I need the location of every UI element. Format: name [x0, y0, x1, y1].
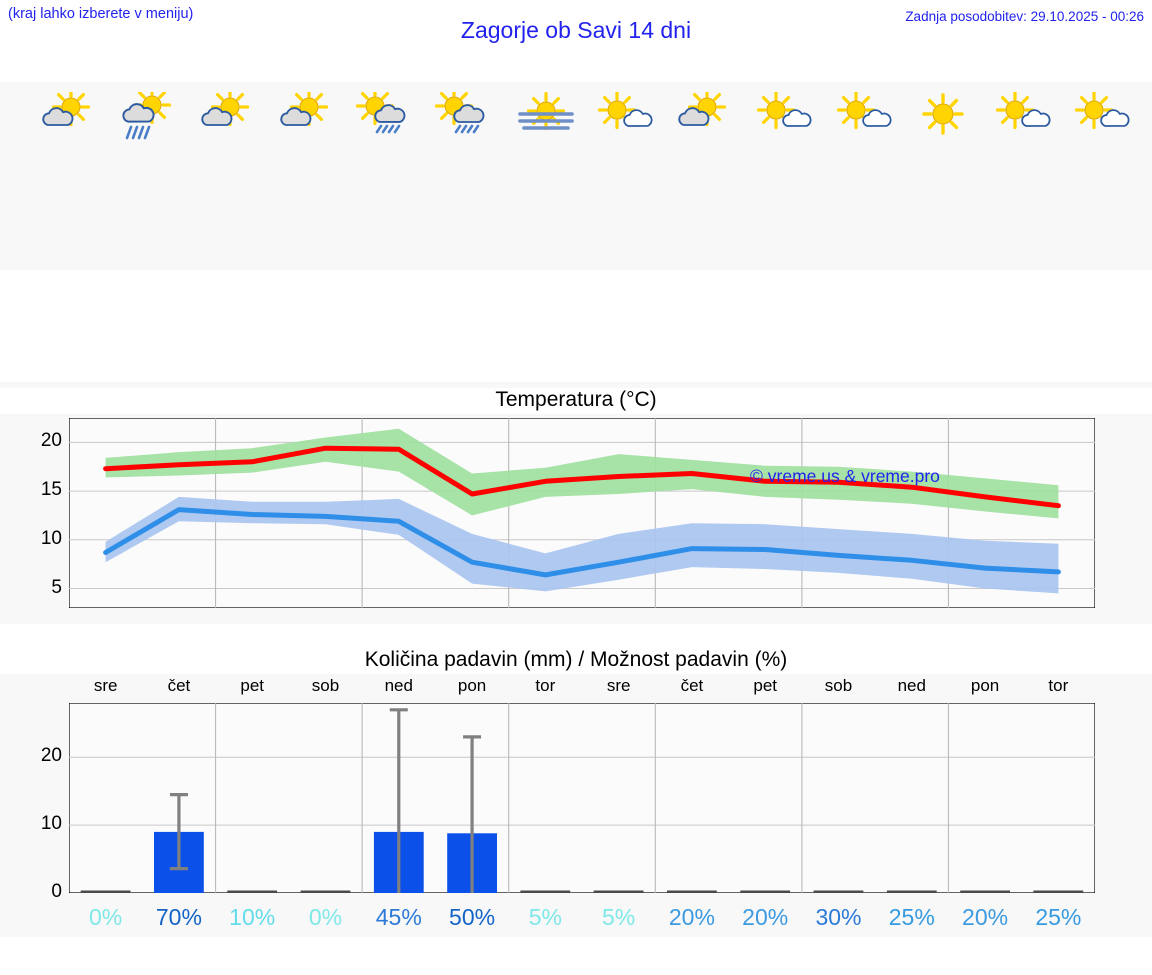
- precipitation-day-label: sre: [93, 676, 118, 695]
- day-column: [188, 82, 268, 270]
- partly-cloudy-icon: [669, 92, 741, 140]
- precipitation-day-label: čet: [680, 676, 704, 695]
- temperature-y-tick: 10: [40, 527, 62, 549]
- day-column: [109, 82, 189, 270]
- partly-cloudy-rain-icon: [112, 92, 184, 140]
- precipitation-y-tick: 10: [40, 813, 62, 835]
- partly-cloudy-icon: [192, 92, 264, 140]
- precipitation-probability: 5%: [602, 904, 636, 930]
- day-column: [824, 82, 904, 270]
- sun-small-cloud-icon: [987, 92, 1059, 140]
- precipitation-probability: 5%: [528, 904, 562, 930]
- precipitation-probability: 0%: [308, 904, 343, 930]
- precipitation-day-label: tor: [1048, 676, 1069, 695]
- temperature-y-tick: 20: [40, 430, 62, 452]
- day-column: [268, 82, 348, 270]
- precipitation-probability: 0%: [89, 904, 123, 930]
- sun-small-cloud-icon: [748, 92, 820, 140]
- precipitation-day-label: sob: [311, 676, 340, 695]
- precipitation-day-label: pon: [970, 676, 1000, 695]
- precipitation-day-label: pon: [457, 676, 487, 695]
- precipitation-probability: 70%: [155, 904, 202, 930]
- precipitation-day-label: čet: [167, 676, 191, 695]
- temperature-y-tick: 15: [40, 479, 62, 501]
- copyright-text: © vreme.us & vreme.pro: [750, 466, 940, 486]
- precipitation-probability: 10%: [229, 904, 276, 930]
- precipitation-day-label: pet: [240, 676, 265, 695]
- day-column: [745, 82, 825, 270]
- precipitation-probability: 50%: [449, 904, 496, 930]
- page-header: (kraj lahko izberete v meniju) Zagorje o…: [0, 0, 1152, 60]
- precipitation-probability: 20%: [668, 904, 715, 930]
- day-column: [347, 82, 427, 270]
- daily-forecast-strip: [0, 82, 1152, 270]
- last-updated-text: Zadnja posodobitev: 29.10.2025 - 00:26: [905, 9, 1144, 24]
- precipitation-probability: 25%: [888, 904, 935, 930]
- sun-cloud-rain-icon: [430, 92, 502, 140]
- precipitation-chart-plot: [68, 702, 1096, 894]
- day-column: [29, 82, 109, 270]
- precipitation-day-label: pet: [753, 676, 778, 695]
- sun-small-cloud-icon: [1066, 92, 1138, 140]
- precipitation-day-label: sob: [824, 676, 853, 695]
- temperature-chart-plot: [68, 417, 1096, 609]
- precipitation-probability: 25%: [1035, 904, 1082, 930]
- panel-gap: [0, 624, 1152, 648]
- sun-small-cloud-icon: [589, 92, 661, 140]
- day-column: [586, 82, 666, 270]
- precipitation-day-label: ned: [384, 676, 413, 695]
- precipitation-day-label: ned: [897, 676, 926, 695]
- menu-hint-text: (kraj lahko izberete v meniju): [8, 6, 194, 22]
- day-column: [904, 82, 984, 270]
- fog-sun-icon: [510, 92, 582, 140]
- day-column: [506, 82, 586, 270]
- precipitation-probability: 30%: [815, 904, 862, 930]
- precipitation-probability: 20%: [962, 904, 1009, 930]
- partly-cloudy-icon: [271, 92, 343, 140]
- precipitation-probability: 45%: [375, 904, 422, 930]
- precipitation-probability: 20%: [742, 904, 789, 930]
- precipitation-day-label: tor: [535, 676, 556, 695]
- precipitation-chart-title: Količina padavin (mm) / Možnost padavin …: [0, 648, 1152, 674]
- day-column: [427, 82, 507, 270]
- sun-icon: [907, 92, 979, 140]
- temperature-chart-title: Temperatura (°C): [0, 388, 1152, 414]
- precipitation-y-tick: 20: [40, 745, 62, 767]
- temperature-y-tick: 5: [51, 576, 62, 598]
- sun-cloud-rain-icon: [351, 92, 423, 140]
- page-title: Zagorje ob Savi 14 dni: [460, 17, 692, 43]
- precipitation-day-label: sre: [606, 676, 631, 695]
- day-column: [1063, 82, 1143, 270]
- day-column: [983, 82, 1063, 270]
- sun-small-cloud-icon: [828, 92, 900, 140]
- precipitation-y-tick: 0: [51, 881, 62, 902]
- partly-cloudy-icon: [33, 92, 105, 140]
- day-column: [665, 82, 745, 270]
